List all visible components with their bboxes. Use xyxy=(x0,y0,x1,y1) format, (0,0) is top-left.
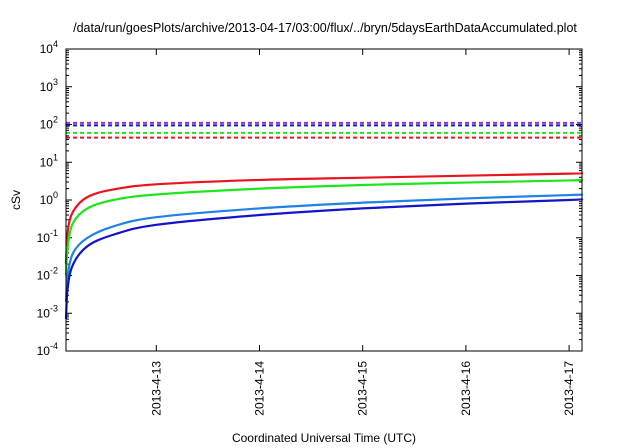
y-tick-label: 101 xyxy=(40,152,58,169)
y-tick-label: 10-1 xyxy=(37,228,58,245)
y-tick-label: 102 xyxy=(40,115,58,132)
series-line xyxy=(64,178,584,276)
y-tick-label: 100 xyxy=(40,190,58,207)
x-axis-ticks: 2013-4-13 2013-4-14 2013-4-15 2013-4-16 2013… xyxy=(149,49,576,416)
y-tick-label: 10-3 xyxy=(37,303,58,320)
chart-title: /data/run/goesPlots/archive/2013-04-17/0… xyxy=(73,21,577,35)
threshold-lines xyxy=(66,121,582,139)
y-axis-label: cSv xyxy=(9,190,23,210)
x-axis-label: Coordinated Universal Time (UTC) xyxy=(232,431,416,445)
x-tick-label: 2013-4-16 xyxy=(459,361,473,416)
x-tick-label: 2013-4-17 xyxy=(562,361,576,416)
series-line xyxy=(64,198,584,320)
y-tick-label: 10-4 xyxy=(37,341,58,358)
y-tick-label: 104 xyxy=(40,39,58,56)
data-series xyxy=(64,172,584,320)
x-tick-label: 2013-4-13 xyxy=(149,361,163,416)
x-tick-label: 2013-4-15 xyxy=(356,361,370,416)
x-tick-label: 2013-4-14 xyxy=(253,361,267,416)
plot-frame xyxy=(65,48,583,352)
y-tick-label: 103 xyxy=(40,77,58,94)
y-tick-label: 10-2 xyxy=(37,266,58,283)
series-line xyxy=(64,172,584,265)
series-line xyxy=(64,193,584,302)
